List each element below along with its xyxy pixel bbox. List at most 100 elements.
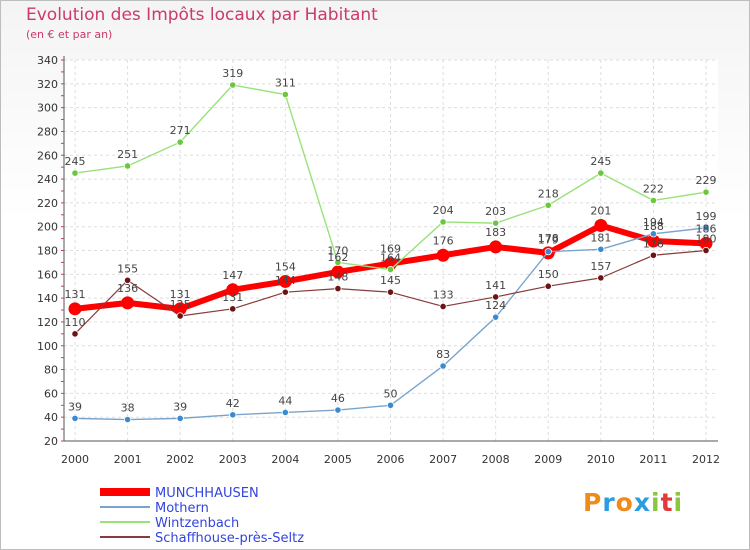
data-label: 311 (275, 77, 296, 90)
data-point (699, 236, 713, 250)
x-tick-label: 2009 (534, 453, 562, 466)
data-point (281, 288, 289, 296)
y-tick-label: 320 (37, 78, 58, 91)
data-point (492, 293, 500, 301)
data-label: 157 (590, 260, 611, 273)
data-label: 144 (275, 274, 296, 287)
x-tick-label: 2000 (61, 453, 89, 466)
data-label: 204 (433, 204, 454, 217)
data-point (71, 330, 79, 338)
data-label: 164 (380, 252, 401, 265)
data-label: 183 (485, 226, 506, 239)
data-point (646, 234, 660, 248)
y-tick-label: 160 (37, 268, 58, 281)
x-tick-label: 2006 (377, 453, 405, 466)
x-tick-label: 2003 (219, 453, 247, 466)
data-label: 170 (327, 244, 348, 257)
data-point (649, 230, 658, 238)
data-point (71, 414, 79, 422)
data-point (229, 305, 237, 313)
y-tick-label: 260 (37, 149, 58, 162)
data-point (176, 312, 184, 320)
x-tick-label: 2005 (324, 453, 352, 466)
data-label: 154 (275, 260, 296, 273)
data-point (386, 401, 395, 409)
logo-letter: r (602, 488, 616, 517)
data-point (702, 246, 710, 255)
data-point (597, 274, 605, 282)
data-label: 39 (173, 400, 187, 413)
data-point (229, 81, 237, 89)
x-tick-label: 2004 (271, 453, 299, 466)
data-point (439, 302, 447, 311)
data-label: 180 (696, 233, 717, 246)
y-tick-label: 300 (37, 102, 58, 115)
logo-letter: t (660, 488, 674, 517)
data-point (71, 169, 79, 177)
data-point (649, 196, 658, 205)
data-label: 245 (590, 155, 611, 168)
y-tick-label: 20 (44, 435, 58, 448)
y-tick-label: 120 (37, 316, 58, 329)
data-label: 50 (384, 387, 398, 400)
legend-label: MUNCHHAUSEN (155, 486, 259, 501)
data-point (544, 282, 552, 290)
y-tick-label: 340 (37, 54, 58, 67)
data-label: 218 (538, 187, 559, 200)
x-tick-label: 2008 (482, 453, 510, 466)
data-label: 194 (643, 216, 664, 229)
x-tick-label: 2011 (639, 453, 667, 466)
logo-letter: i (651, 488, 661, 517)
data-point (334, 258, 342, 267)
data-label: 178 (538, 232, 559, 245)
x-tick-label: 2001 (114, 453, 142, 466)
data-point (334, 284, 342, 293)
data-label: 271 (170, 124, 191, 137)
data-label: 229 (696, 174, 717, 187)
chart-subtitle: (en € et par an) (26, 28, 113, 41)
data-point (702, 224, 710, 232)
legend-label: Mothern (155, 501, 209, 516)
data-label: 131 (222, 291, 243, 304)
data-point (492, 219, 500, 227)
data-point (226, 283, 240, 297)
data-label: 155 (117, 262, 138, 275)
y-tick-label: 100 (37, 340, 58, 353)
data-point (173, 302, 187, 316)
data-point (386, 265, 395, 274)
data-label: 169 (380, 243, 401, 256)
data-label: 42 (226, 397, 240, 410)
data-point (702, 188, 710, 196)
data-label: 124 (485, 299, 506, 312)
data-point (123, 415, 132, 424)
data-label: 141 (485, 279, 506, 292)
y-tick-label: 220 (37, 197, 58, 210)
x-tick-label: 2010 (587, 453, 615, 466)
data-label: 245 (65, 155, 86, 168)
data-point (439, 218, 447, 226)
y-tick-label: 240 (37, 173, 58, 186)
data-point (439, 362, 447, 370)
data-label: 44 (278, 394, 292, 407)
y-tick-label: 60 (44, 387, 58, 400)
data-point (229, 411, 237, 419)
data-label: 203 (485, 205, 506, 218)
data-label: 147 (222, 269, 243, 282)
data-point (649, 251, 658, 259)
logo-letter: o (615, 488, 634, 517)
data-label: 181 (590, 231, 611, 244)
data-point (597, 169, 605, 177)
data-label: 176 (433, 234, 454, 247)
data-point (68, 302, 82, 316)
data-label: 131 (65, 288, 86, 301)
data-point (176, 414, 184, 422)
data-label: 176 (643, 237, 664, 250)
logo-letter: x (633, 488, 651, 517)
data-point (281, 408, 289, 417)
legend-label: Schaffhouse-près-Seltz (155, 531, 304, 546)
data-label: 83 (436, 348, 450, 361)
data-point (123, 162, 132, 170)
logo-letter: i (673, 488, 684, 517)
y-tick-label: 140 (37, 292, 58, 305)
